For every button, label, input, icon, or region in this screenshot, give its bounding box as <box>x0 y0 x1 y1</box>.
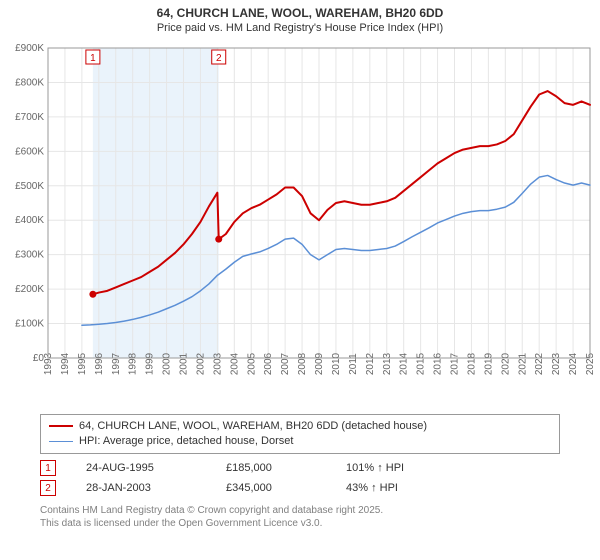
x-tick-label: 2006 <box>263 352 274 375</box>
x-tick-label: 2007 <box>280 352 291 375</box>
x-tick-label: 2005 <box>246 352 257 375</box>
y-tick-label: £600K <box>15 146 44 157</box>
line-chart-svg: £0£100K£200K£300K£400K£500K£600K£700K£80… <box>0 38 600 408</box>
x-tick-label: 2020 <box>500 352 511 375</box>
marker-dot-1 <box>89 290 96 297</box>
x-tick-label: 1998 <box>128 352 139 375</box>
x-tick-label: 2004 <box>229 352 240 375</box>
x-tick-label: 2021 <box>517 352 528 375</box>
x-tick-label: 2011 <box>348 352 359 374</box>
x-tick-label: 2001 <box>179 352 190 375</box>
x-tick-label: 2013 <box>382 352 393 375</box>
marker-flag-label-1: 1 <box>90 53 96 64</box>
x-tick-label: 2010 <box>331 352 342 375</box>
x-tick-label: 2003 <box>212 352 223 375</box>
marker-price: £345,000 <box>226 482 316 494</box>
x-tick-label: 2014 <box>399 352 410 375</box>
y-tick-label: £700K <box>15 111 44 122</box>
x-tick-label: 1995 <box>77 352 88 375</box>
marker-date: 28-JAN-2003 <box>86 482 196 494</box>
y-tick-label: £200K <box>15 284 44 295</box>
y-tick-label: £300K <box>15 249 44 260</box>
x-tick-label: 2023 <box>551 352 562 375</box>
x-tick-label: 2000 <box>162 352 173 375</box>
legend-row: 64, CHURCH LANE, WOOL, WAREHAM, BH20 6DD… <box>49 419 551 434</box>
marker-badge: 2 <box>40 480 56 496</box>
x-tick-label: 2012 <box>365 352 376 375</box>
chart-title: 64, CHURCH LANE, WOOL, WAREHAM, BH20 6DD <box>0 0 600 22</box>
legend: 64, CHURCH LANE, WOOL, WAREHAM, BH20 6DD… <box>40 414 560 455</box>
x-tick-label: 2018 <box>466 352 477 375</box>
legend-swatch <box>49 441 73 442</box>
y-tick-label: £500K <box>15 180 44 191</box>
y-tick-label: £100K <box>15 318 44 329</box>
y-tick-label: £900K <box>15 43 44 54</box>
x-tick-label: 1996 <box>94 352 105 375</box>
x-tick-label: 2002 <box>195 352 206 375</box>
marker-row: 1 24-AUG-1995 £185,000 101% ↑ HPI <box>40 458 560 478</box>
x-tick-label: 2015 <box>416 352 427 375</box>
x-tick-label: 1997 <box>111 352 122 375</box>
chart-subtitle: Price paid vs. HM Land Registry's House … <box>0 22 600 38</box>
marker-pct: 43% ↑ HPI <box>346 482 446 494</box>
legend-swatch <box>49 425 73 427</box>
x-tick-label: 2019 <box>483 352 494 375</box>
footnote-line2: This data is licensed under the Open Gov… <box>40 517 560 530</box>
marker-price: £185,000 <box>226 462 316 474</box>
marker-flag-label-2: 2 <box>216 53 222 64</box>
marker-row: 2 28-JAN-2003 £345,000 43% ↑ HPI <box>40 478 560 498</box>
chart-area: £0£100K£200K£300K£400K£500K£600K£700K£80… <box>0 38 600 408</box>
legend-row: HPI: Average price, detached house, Dors… <box>49 434 551 449</box>
x-tick-label: 2008 <box>297 352 308 375</box>
x-tick-label: 1994 <box>60 352 71 375</box>
marker-pct: 101% ↑ HPI <box>346 462 446 474</box>
marker-table: 1 24-AUG-1995 £185,000 101% ↑ HPI 2 28-JAN-20… <box>40 458 560 498</box>
legend-label: HPI: Average price, detached house, Dors… <box>79 434 293 449</box>
y-tick-label: £400K <box>15 215 44 226</box>
marker-date: 24-AUG-1995 <box>86 462 196 474</box>
x-tick-label: 2022 <box>534 352 545 375</box>
marker-dot-2 <box>215 235 222 242</box>
x-tick-label: 2017 <box>450 352 461 375</box>
y-tick-label: £800K <box>15 77 44 88</box>
x-tick-label: 2009 <box>314 352 325 375</box>
x-tick-label: 2016 <box>433 352 444 375</box>
footnote: Contains HM Land Registry data © Crown c… <box>40 504 560 530</box>
footnote-line1: Contains HM Land Registry data © Crown c… <box>40 504 560 517</box>
legend-label: 64, CHURCH LANE, WOOL, WAREHAM, BH20 6DD… <box>79 419 427 434</box>
title-line1: 64, CHURCH LANE, WOOL, WAREHAM, BH20 6DD <box>0 6 600 22</box>
marker-badge: 1 <box>40 460 56 476</box>
x-tick-label: 2024 <box>568 352 579 375</box>
x-tick-label: 1999 <box>145 352 156 375</box>
highlight-band <box>93 48 219 358</box>
